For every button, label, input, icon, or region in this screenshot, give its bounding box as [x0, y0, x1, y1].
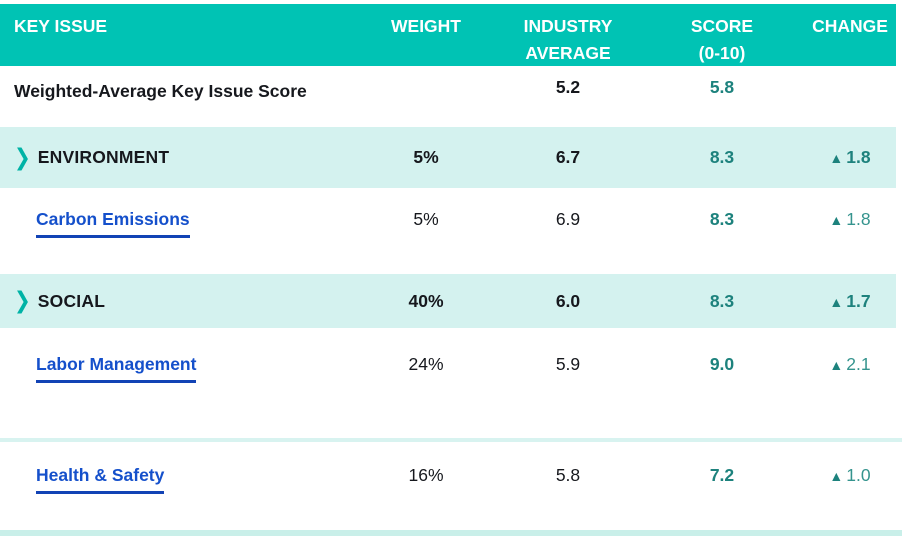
industry-average-value: 6.0 [555, 290, 581, 311]
industry-average-value: 6.9 [555, 209, 581, 229]
column-header-weight: WEIGHT [391, 16, 461, 36]
change-value: ▲ 1.8 [804, 209, 896, 230]
summary-label: Weighted-Average Key Issue Score [14, 81, 307, 101]
up-triangle-icon: ▲ [829, 212, 844, 228]
score-value: 7.2 [709, 465, 735, 485]
table-header: KEY ISSUE WEIGHT INDUSTRY AVERAGE SCORE … [0, 4, 896, 66]
weight-value: 40% [408, 290, 444, 311]
health-safety-link[interactable]: Health & Safety [36, 465, 165, 494]
column-header-industry-average: INDUSTRY AVERAGE [523, 16, 613, 64]
score-value: 8.3 [709, 209, 735, 229]
table-row-labor-management: Labor Management 24% 5.9 9.0 ▲ 2.1 [0, 328, 896, 438]
change-number: 2.1 [846, 354, 871, 374]
category-label: ENVIRONMENT [37, 147, 170, 167]
table-row-weighted-average: Weighted-Average Key Issue Score 5.2 5.8 [0, 66, 896, 127]
change-value: ▲ 1.0 [804, 465, 896, 486]
industry-average-value: 5.9 [555, 354, 581, 374]
carbon-emissions-link[interactable]: Carbon Emissions [36, 209, 190, 238]
up-triangle-icon: ▲ [829, 293, 844, 310]
column-header-key-issue: KEY ISSUE [14, 16, 108, 36]
score-value: 5.8 [709, 77, 735, 97]
up-triangle-icon: ▲ [829, 357, 844, 373]
row-separator [0, 438, 902, 442]
weight-value: 16% [408, 465, 444, 485]
column-header-change: CHANGE [812, 16, 888, 36]
score-value: 8.3 [709, 290, 735, 311]
table-row-social[interactable]: ❯ SOCIAL 40% 6.0 8.3 ▲ 1.7 [0, 274, 896, 328]
change-number: 1.8 [846, 209, 871, 229]
change-number: 1.7 [846, 290, 871, 311]
industry-average-value: 5.2 [555, 77, 581, 97]
up-triangle-icon: ▲ [829, 468, 844, 484]
chevron-right-icon[interactable]: ❯ [14, 144, 31, 171]
chevron-right-icon[interactable]: ❯ [14, 288, 31, 314]
score-value: 9.0 [709, 354, 735, 374]
table-row-carbon-emissions: Carbon Emissions 5% 6.9 8.3 ▲ 1.8 [0, 188, 896, 274]
industry-average-value: 5.8 [555, 465, 581, 485]
weight-value: 24% [408, 354, 444, 374]
score-value: 8.3 [709, 147, 735, 167]
category-label: SOCIAL [37, 290, 106, 311]
weight-value: 5% [413, 209, 439, 229]
column-header-score: SCORE (0-10) [690, 16, 754, 64]
up-triangle-icon: ▲ [829, 150, 844, 166]
industry-average-value: 6.7 [555, 147, 581, 167]
change-value: ▲ 2.1 [804, 354, 896, 375]
change-number: 1.8 [846, 147, 871, 167]
change-number: 1.0 [846, 465, 871, 485]
next-row-band-cutoff [0, 530, 902, 536]
table-row-health-safety: Health & Safety 16% 5.8 7.2 ▲ 1.0 [0, 442, 896, 530]
change-value: ▲ 1.8 [804, 147, 896, 168]
change-value: ▲ 1.7 [804, 291, 896, 312]
labor-management-link[interactable]: Labor Management [36, 354, 197, 383]
table-row-environment[interactable]: ❯ ENVIRONMENT 5% 6.7 8.3 ▲ 1.8 [0, 127, 896, 188]
weight-value: 5% [413, 147, 439, 167]
